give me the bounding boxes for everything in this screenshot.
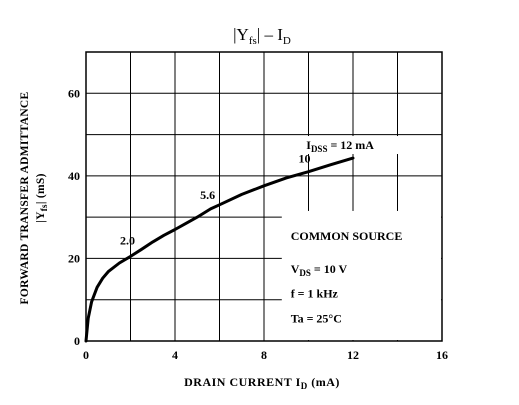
condition-frequency: f = 1 kHz <box>291 287 339 301</box>
y-tick-label: 20 <box>68 251 80 265</box>
curve-label: 10 <box>299 152 311 166</box>
condition-vds: VDS = 10 V <box>291 262 348 278</box>
chart-title: |Yfs| – ID <box>233 25 291 47</box>
data-point <box>141 248 143 250</box>
y-tick-label: 40 <box>68 169 80 183</box>
data-point <box>163 234 165 236</box>
x-tick-label: 8 <box>261 348 267 362</box>
data-point <box>196 216 198 218</box>
data-point <box>90 301 93 303</box>
data-point <box>85 340 87 342</box>
y-tick-label: 60 <box>68 86 80 100</box>
plot-frame <box>85 51 443 342</box>
data-point <box>87 317 89 319</box>
y-axis-label-unit: |Yfs| (mS) <box>35 173 49 222</box>
x-tick-label: 4 <box>172 348 178 362</box>
series-layer <box>84 156 355 343</box>
data-point <box>185 222 187 224</box>
condition-heading: COMMON SOURCE <box>291 229 403 243</box>
data-point <box>210 208 212 210</box>
conditions-box: COMMON SOURCE VDS = 10 V f = 1 kHz Ta = … <box>281 210 441 340</box>
data-point <box>241 193 243 196</box>
data-point <box>285 177 287 179</box>
data-point <box>118 262 120 264</box>
data-point <box>96 286 98 288</box>
data-point <box>330 164 332 166</box>
data-point <box>352 157 354 159</box>
data-point <box>307 171 310 173</box>
condition-temperature: Ta = 25°C <box>291 311 342 325</box>
plot-border <box>85 51 443 342</box>
y-tick-label: 0 <box>74 334 80 348</box>
idss-label-group: IDSS = 12 mA <box>303 136 414 155</box>
curve-label: 2.0 <box>120 233 135 247</box>
x-tick-label: 16 <box>436 348 448 362</box>
y-axis-label: FORWARD TRANSFER ADMITTANCE <box>19 91 31 304</box>
tick-labels: 0 4 8 12 16 0 20 40 60 <box>68 86 448 362</box>
data-point <box>218 204 221 206</box>
x-tick-label: 0 <box>83 348 89 362</box>
data-point <box>174 228 176 231</box>
series-line <box>84 156 355 343</box>
idss-label: IDSS = 12 mA <box>306 138 374 154</box>
curve-labels: 2.0 5.6 10 <box>120 152 311 248</box>
curve-label: 5.6 <box>200 188 215 202</box>
x-tick-label: 12 <box>347 348 359 362</box>
data-point <box>263 185 265 187</box>
data-point <box>107 271 109 273</box>
data-point <box>129 255 132 257</box>
data-point <box>102 277 104 279</box>
x-axis-label: DRAIN CURRENT ID (mA) <box>184 375 340 391</box>
data-point <box>152 241 154 243</box>
